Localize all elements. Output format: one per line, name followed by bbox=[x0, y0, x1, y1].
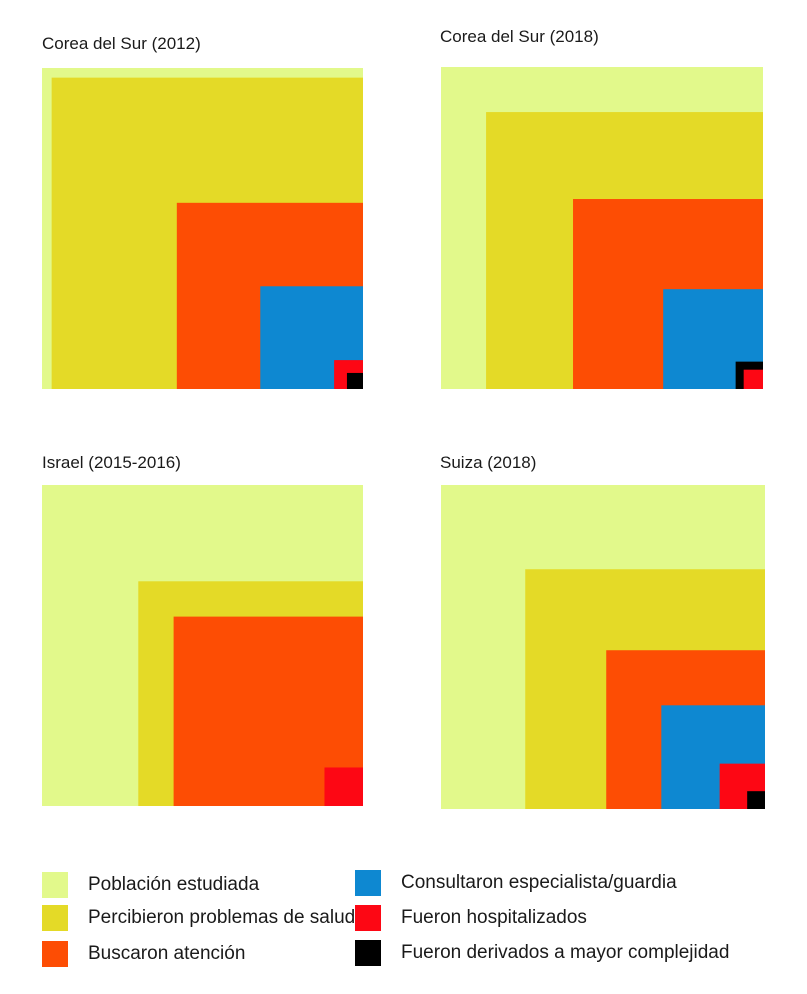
panel-title-suiza: Suiza (2018) bbox=[440, 453, 537, 472]
legend-swatch-derivados bbox=[355, 940, 381, 966]
legend-label-hospitalizados: Fueron hospitalizados bbox=[401, 907, 587, 928]
legend-item-poblacion: Población estudiada bbox=[42, 870, 259, 900]
chart-panel-corea-2018 bbox=[441, 67, 763, 389]
chart-panel-corea-2012 bbox=[42, 68, 363, 389]
legend-item-derivados: Fueron derivados a mayor complejidad bbox=[355, 938, 729, 968]
legend-label-buscaron: Buscaron atención bbox=[88, 943, 246, 964]
panel-title-corea-2018: Corea del Sur (2018) bbox=[440, 27, 599, 46]
legend-label-percibieron: Percibieron problemas de salud bbox=[88, 907, 356, 928]
legend-label-derivados: Fueron derivados a mayor complejidad bbox=[401, 942, 730, 963]
legend-label-consultaron: Consultaron especialista/guardia bbox=[401, 872, 677, 893]
legend-label-poblacion: Población estudiada bbox=[88, 874, 260, 895]
legend-swatch-buscaron bbox=[42, 941, 68, 967]
square-fueron-derivados-a-mayor-complejidad bbox=[747, 791, 765, 809]
panel-title-corea-2012: Corea del Sur (2012) bbox=[42, 34, 201, 53]
legend-item-percibieron: Percibieron problemas de salud bbox=[42, 903, 355, 933]
legend-swatch-consultaron bbox=[355, 870, 381, 896]
square-fueron-hospitalizados bbox=[743, 369, 763, 389]
panel-title-israel: Israel (2015-2016) bbox=[42, 453, 181, 472]
legend-item-consultaron: Consultaron especialista/guardia bbox=[355, 868, 677, 898]
legend-item-hospitalizados: Fueron hospitalizados bbox=[355, 903, 587, 933]
chart-panel-israel bbox=[42, 485, 363, 806]
chart-panel-suiza bbox=[441, 485, 765, 809]
square-fueron-derivados-a-mayor-complejidad bbox=[346, 372, 363, 389]
legend-swatch-hospitalizados bbox=[355, 905, 381, 931]
legend-swatch-poblacion bbox=[42, 872, 68, 898]
legend-swatch-percibieron bbox=[42, 905, 68, 931]
square-fueron-hospitalizados bbox=[324, 767, 363, 806]
legend-item-buscaron: Buscaron atención bbox=[42, 939, 245, 969]
